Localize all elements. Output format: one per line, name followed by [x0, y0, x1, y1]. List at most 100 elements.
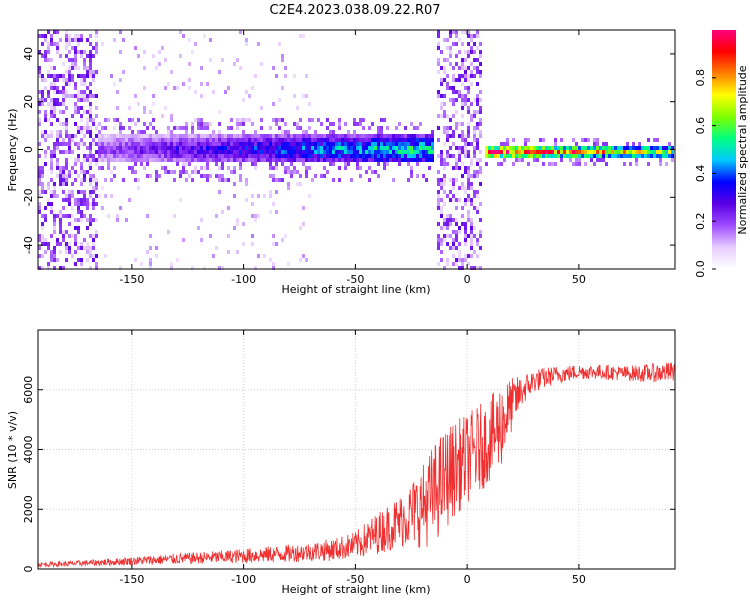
heatmap-cell	[512, 154, 515, 158]
heatmap-cell	[188, 78, 191, 82]
heatmap-cell	[107, 118, 110, 122]
heatmap-cell	[464, 66, 467, 70]
heatmap-cell	[38, 110, 41, 114]
heatmap-cell	[443, 190, 446, 194]
heatmap-cell	[179, 30, 182, 34]
heatmap-cell	[68, 246, 71, 250]
heatmap-cell	[74, 110, 77, 114]
heatmap-cell	[65, 134, 68, 138]
heatmap-cell	[509, 154, 512, 158]
heatmap-cell	[470, 142, 473, 146]
heatmap-cell	[308, 138, 311, 142]
heatmap-cell	[134, 170, 137, 174]
heatmap-cell	[170, 150, 173, 154]
heatmap-cell	[530, 150, 533, 154]
heatmap-cell	[518, 158, 521, 162]
heatmap-cell	[464, 242, 467, 246]
heatmap-cell	[146, 250, 149, 254]
heatmap-cell	[209, 174, 212, 178]
heatmap-cell	[251, 122, 254, 126]
heatmap-cell	[80, 214, 83, 218]
heatmap-cell	[260, 158, 263, 162]
heatmap-cell	[353, 158, 356, 162]
heatmap-cell	[80, 50, 83, 54]
heatmap-cell	[200, 138, 203, 142]
heatmap-cell	[230, 170, 233, 174]
heatmap-cell	[284, 134, 287, 138]
heatmap-cell	[287, 186, 290, 190]
heatmap-cell	[104, 254, 107, 258]
heatmap-cell	[458, 250, 461, 254]
heatmap-cell	[197, 154, 200, 158]
heatmap-cell	[47, 202, 50, 206]
heatmap-cell	[395, 158, 398, 162]
heatmap-cell	[476, 254, 479, 258]
heatmap-cell	[455, 262, 458, 266]
heatmap-cell	[167, 158, 170, 162]
heatmap-cell	[449, 214, 452, 218]
heatmap-cell	[272, 242, 275, 246]
heatmap-cell	[254, 266, 257, 270]
heatmap-cell	[44, 50, 47, 54]
heatmap-cell	[467, 122, 470, 126]
heatmap-cell	[245, 158, 248, 162]
heatmap-cell	[140, 138, 143, 142]
heatmap-cell	[455, 222, 458, 226]
heatmap-cell	[110, 142, 113, 146]
heatmap-cell	[395, 150, 398, 154]
heatmap-cell	[458, 74, 461, 78]
heatmap-cell	[86, 202, 89, 206]
heatmap-cell	[56, 162, 59, 166]
heatmap-cell	[290, 146, 293, 150]
heatmap-cell	[59, 166, 62, 170]
heatmap-cell	[197, 134, 200, 138]
heatmap-cell	[635, 158, 638, 162]
heatmap-cell	[407, 138, 410, 142]
heatmap-cell	[152, 150, 155, 154]
heatmap-cell	[74, 134, 77, 138]
heatmap-cell	[59, 122, 62, 126]
heatmap-cell	[140, 130, 143, 134]
heatmap-cell	[122, 154, 125, 158]
heatmap-cell	[65, 90, 68, 94]
heatmap-cell	[71, 190, 74, 194]
heatmap-cell	[122, 146, 125, 150]
heatmap-cell	[464, 238, 467, 242]
heatmap-cell	[215, 246, 218, 250]
heatmap-cell	[461, 114, 464, 118]
heatmap-cell	[125, 142, 128, 146]
heatmap-cell	[59, 110, 62, 114]
heatmap-cell	[461, 266, 464, 270]
heatmap-cell	[296, 150, 299, 154]
heatmap-cell	[62, 138, 65, 142]
heatmap-cell	[461, 214, 464, 218]
heatmap-cell	[452, 30, 455, 34]
heatmap-cell	[587, 154, 590, 158]
heatmap-cell	[224, 134, 227, 138]
heatmap-cell	[290, 134, 293, 138]
heatmap-cell	[47, 74, 50, 78]
heatmap-cell	[206, 134, 209, 138]
heatmap-cell	[92, 258, 95, 262]
heatmap-cell	[74, 242, 77, 246]
heatmap-cell	[386, 154, 389, 158]
heatmap-cell	[152, 118, 155, 122]
heatmap-cell	[218, 190, 221, 194]
heatmap-cell	[38, 174, 41, 178]
heatmap-cell	[500, 150, 503, 154]
heatmap-cell	[461, 74, 464, 78]
heatmap-cell	[161, 158, 164, 162]
heatmap-cell	[305, 94, 308, 98]
heatmap-cell	[302, 146, 305, 150]
heatmap-cell	[56, 102, 59, 106]
heatmap-cell	[494, 154, 497, 158]
heatmap-cell	[239, 66, 242, 70]
heatmap-cell	[524, 146, 527, 150]
heatmap-cell	[311, 118, 314, 122]
x-tick-label: -150	[119, 573, 144, 586]
heatmap-cell	[461, 130, 464, 134]
heatmap-cell	[569, 158, 572, 162]
heatmap-cell	[479, 122, 482, 126]
heatmap-cell	[410, 166, 413, 170]
heatmap-cell	[182, 134, 185, 138]
